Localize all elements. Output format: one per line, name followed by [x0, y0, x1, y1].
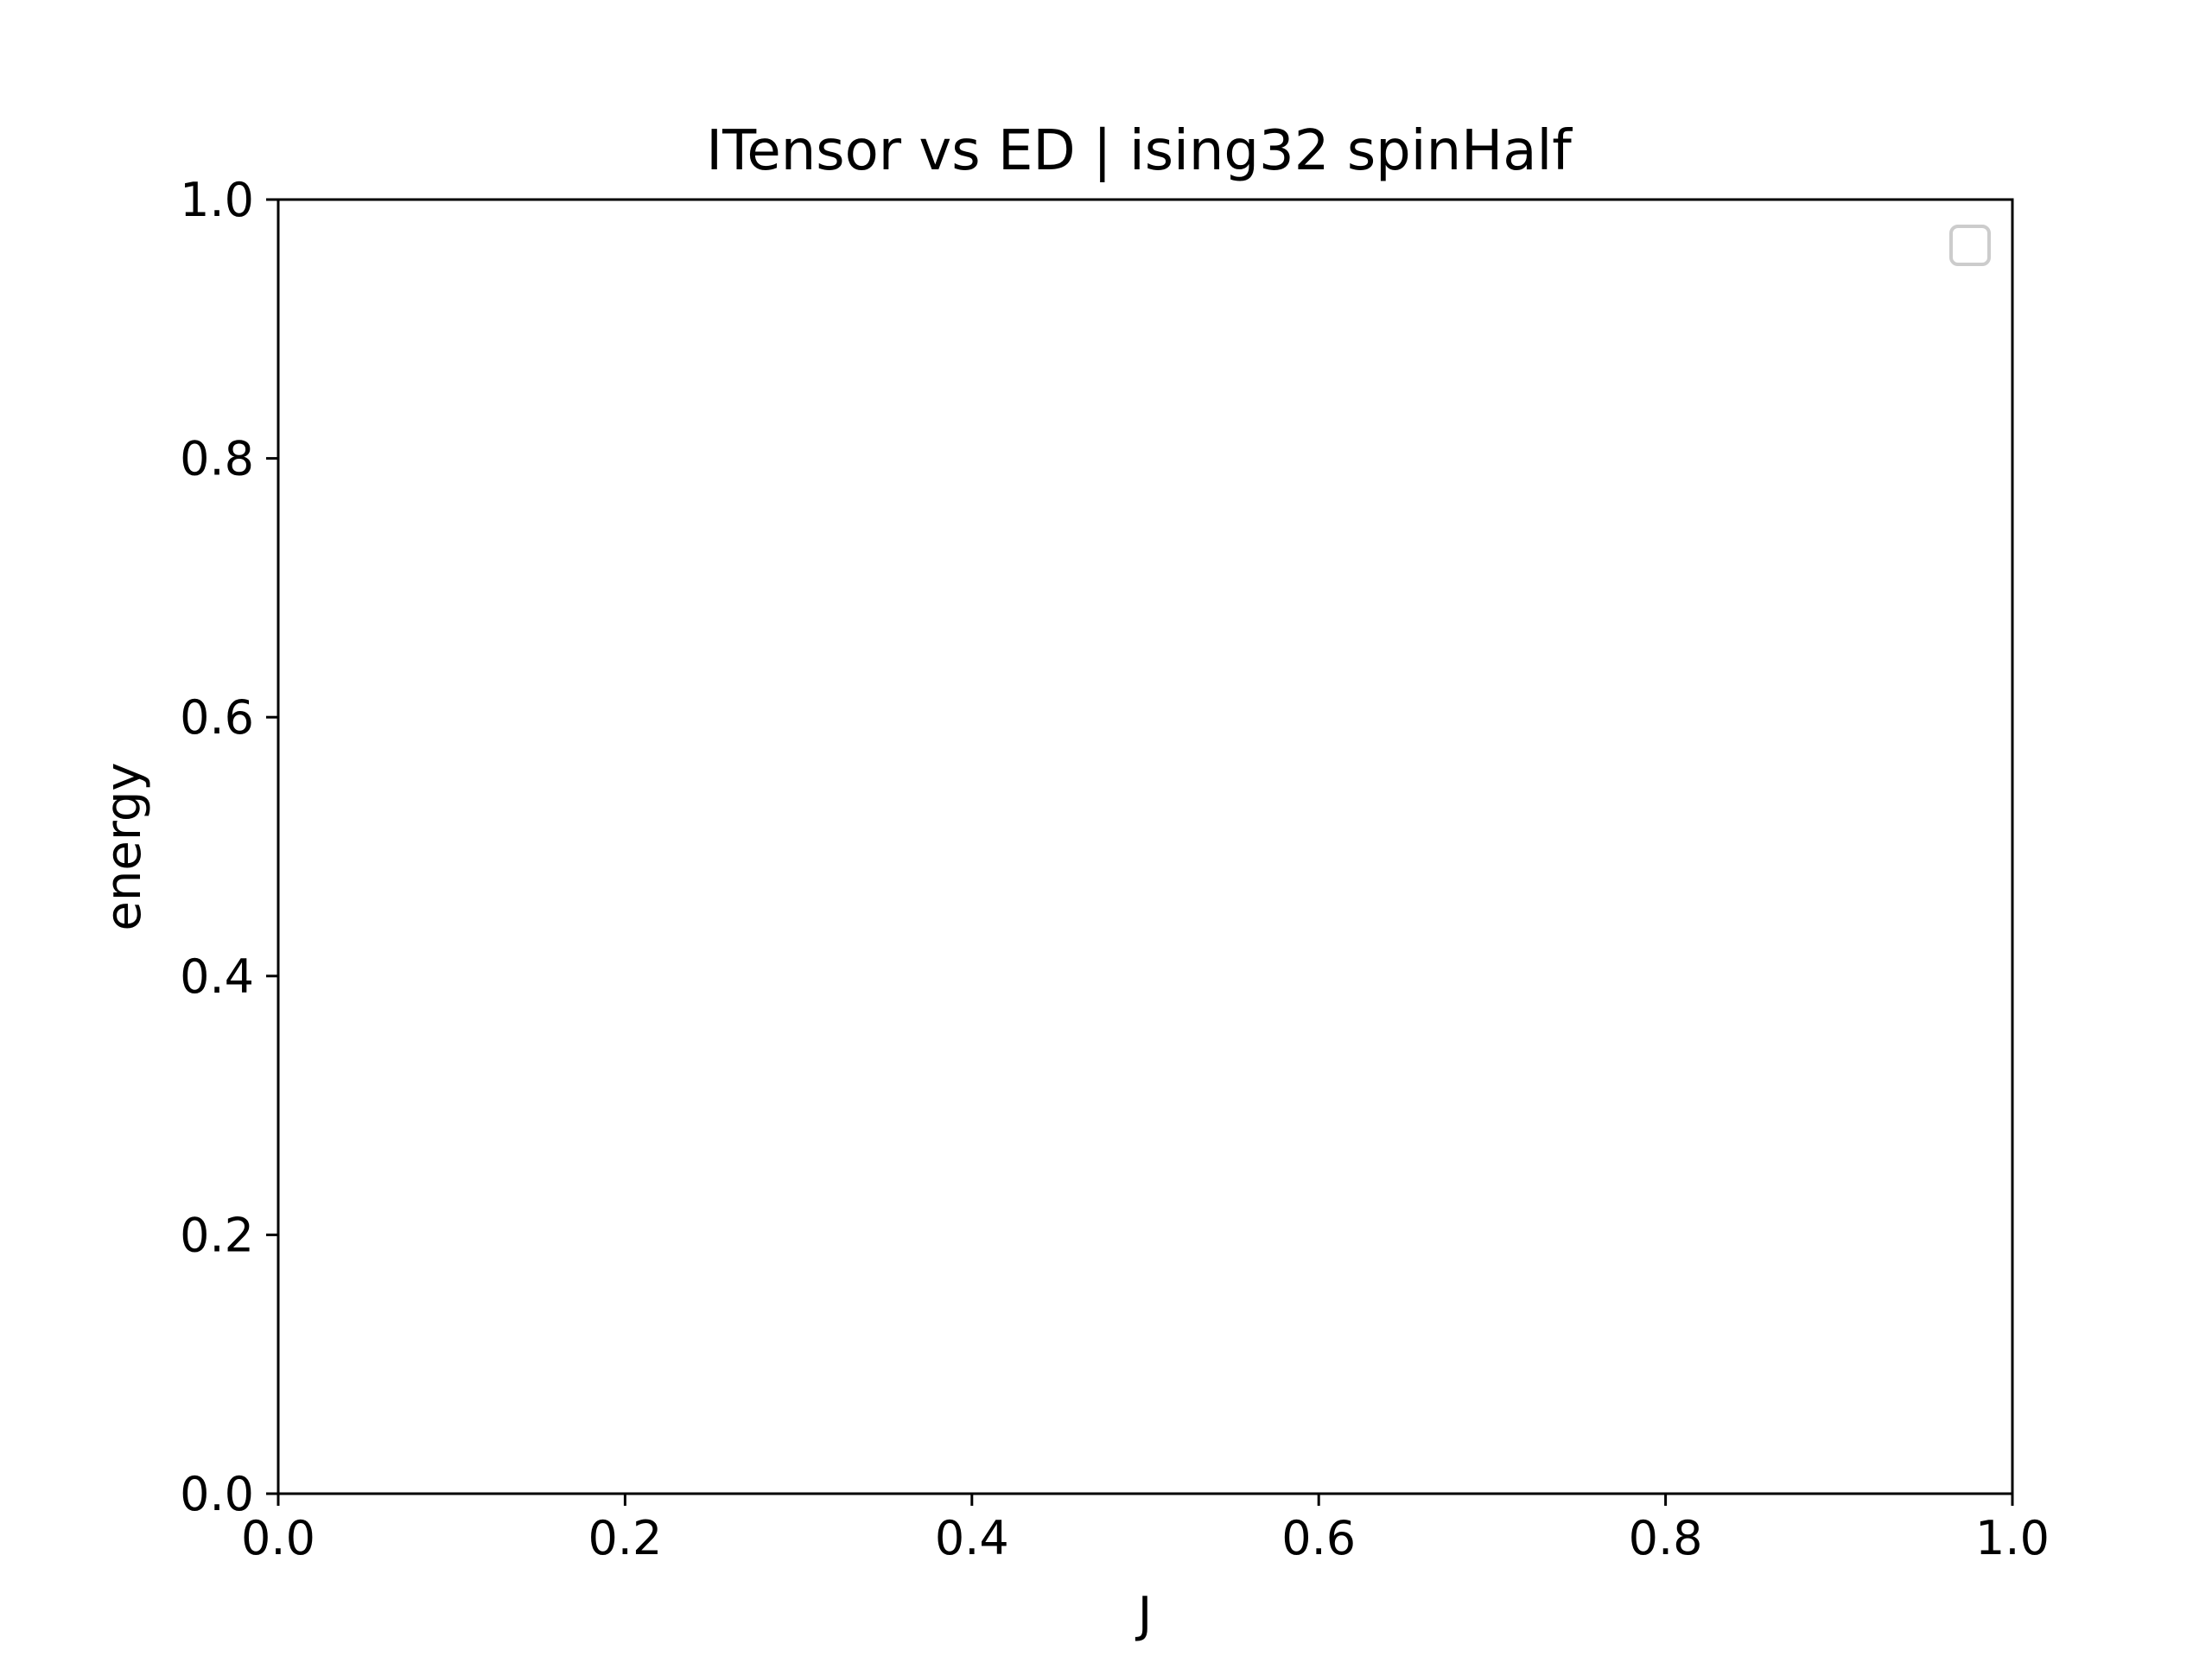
y-tick-label: 1.0 [180, 173, 254, 227]
x-axis-label: J [1135, 1587, 1153, 1643]
y-tick-label: 0.2 [180, 1208, 254, 1262]
x-tick-label: 0.6 [1281, 1511, 1356, 1565]
y-tick-label: 0.4 [180, 949, 254, 1004]
plot-area [278, 200, 2012, 1494]
x-tick-label: 0.8 [1629, 1511, 1703, 1565]
y-axis-label: energy [96, 762, 152, 930]
x-tick-label: 1.0 [1975, 1511, 2050, 1565]
y-tick-label: 0.8 [180, 432, 254, 486]
y-tick-label: 0.0 [180, 1467, 254, 1521]
x-tick-label: 0.0 [241, 1511, 315, 1565]
x-tick-label: 0.2 [588, 1511, 662, 1565]
y-axis-ticks: 0.0 0.2 0.4 0.6 0.8 1.0 [180, 173, 278, 1521]
x-tick-label: 0.4 [935, 1511, 1009, 1565]
y-tick-label: 0.6 [180, 690, 254, 745]
chart-title: ITensor vs ED | ising32 spinHalf [706, 119, 1573, 183]
legend-box [1949, 225, 1991, 266]
plot-frame [276, 198, 2014, 1495]
x-axis-ticks: 0.0 0.2 0.4 0.6 0.8 1.0 [241, 1494, 2050, 1565]
